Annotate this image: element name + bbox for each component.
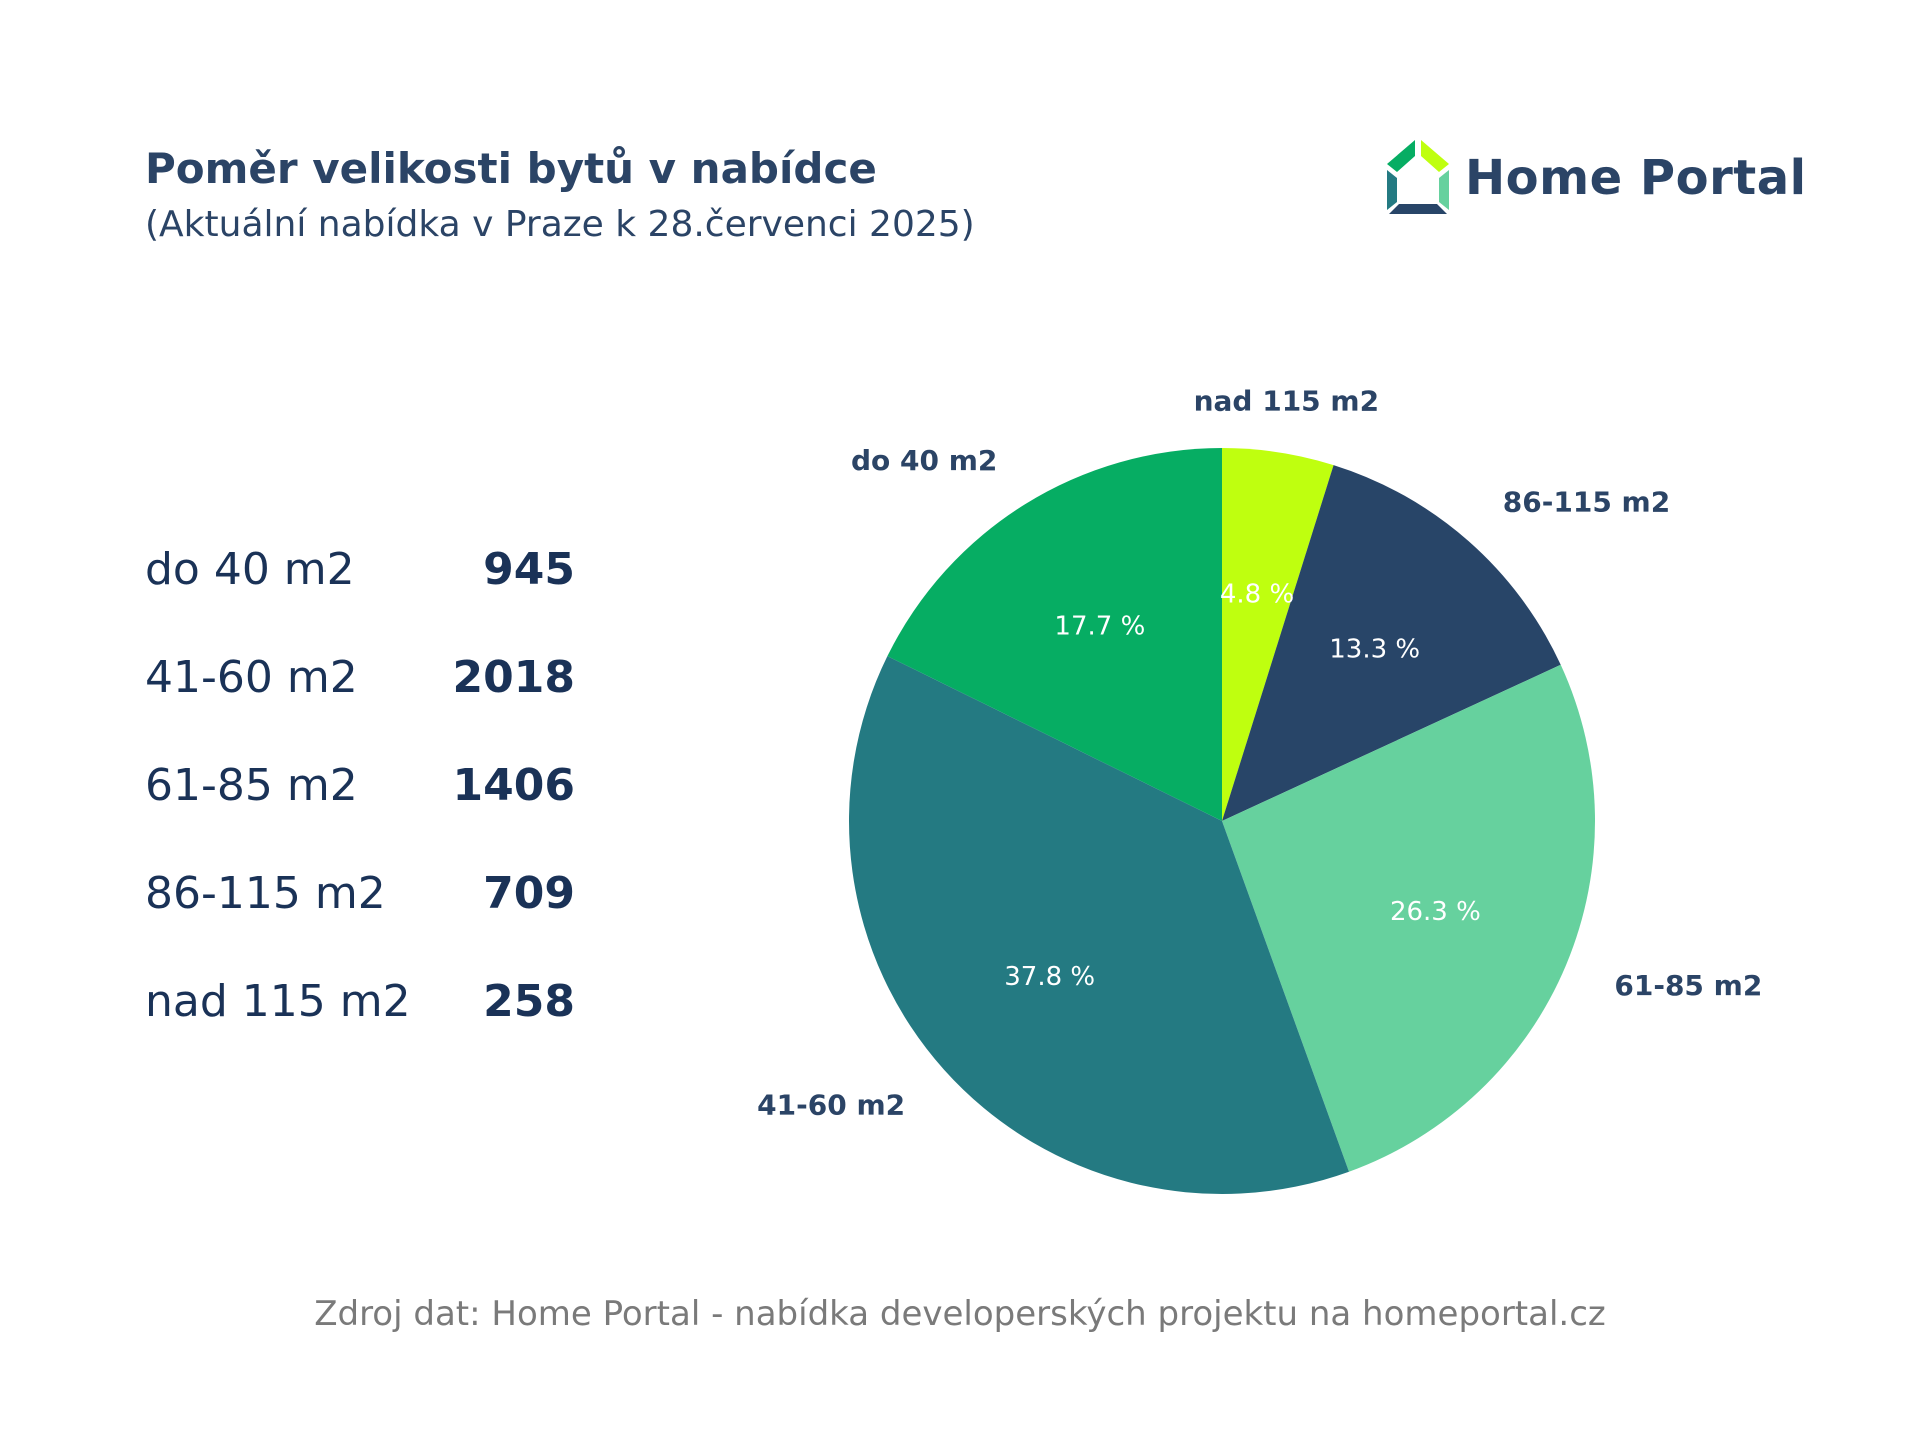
pie-percent-label: 37.8 % (1004, 962, 1095, 992)
pie-slice-41-60-m2 (849, 656, 1349, 1194)
row-value: 2018 (452, 651, 575, 703)
house-logo-icon (1387, 140, 1449, 214)
row-label: 86-115 m2 (145, 867, 386, 919)
chart-title: Poměr velikosti bytů v nabídce (145, 144, 877, 193)
table-row: nad 115 m2 258 (145, 947, 575, 1055)
pie-category-label: 41-60 m2 (757, 1089, 905, 1122)
pie-category-label: nad 115 m2 (1194, 385, 1379, 418)
chart-subtitle: (Aktuální nabídka v Praze k 28.červenci … (145, 204, 975, 245)
source-footer: Zdroj dat: Home Portal - nabídka develop… (314, 1294, 1606, 1334)
table-row: 61-85 m2 1406 (145, 731, 575, 839)
pie-category-label: 61-85 m2 (1614, 969, 1762, 1002)
pie-slice-61-85-m2 (1222, 664, 1595, 1172)
pie-percent-label: 26.3 % (1390, 897, 1481, 927)
home-portal-logo: Home Portal (1385, 140, 1807, 216)
row-label: 41-60 m2 (145, 651, 358, 703)
row-label: 61-85 m2 (145, 759, 358, 811)
pie-percent-label: 17.7 % (1054, 612, 1145, 642)
row-value: 709 (483, 867, 575, 919)
row-label: nad 115 m2 (145, 975, 411, 1027)
counts-table: do 40 m2 945 41-60 m2 2018 61-85 m2 1406 86… (145, 515, 575, 1055)
table-row: 86-115 m2 709 (145, 839, 575, 947)
row-value: 1406 (452, 759, 575, 811)
logo-text: Home Portal (1465, 150, 1807, 206)
pie-category-label: do 40 m2 (851, 444, 997, 477)
pie-percent-label: 13.3 % (1329, 634, 1420, 664)
pie-slice-nad-115-m2 (1222, 448, 1334, 821)
table-row: do 40 m2 945 (145, 515, 575, 623)
pie-slice-86-115-m2 (1222, 465, 1561, 821)
row-value: 945 (483, 543, 575, 595)
table-row: 41-60 m2 2018 (145, 623, 575, 731)
row-label: do 40 m2 (145, 543, 355, 595)
pie-category-label: 86-115 m2 (1503, 486, 1670, 519)
row-value: 258 (483, 975, 575, 1027)
pie-slice-do-40-m2 (887, 448, 1222, 821)
pie-percent-label: 4.8 % (1220, 579, 1294, 609)
